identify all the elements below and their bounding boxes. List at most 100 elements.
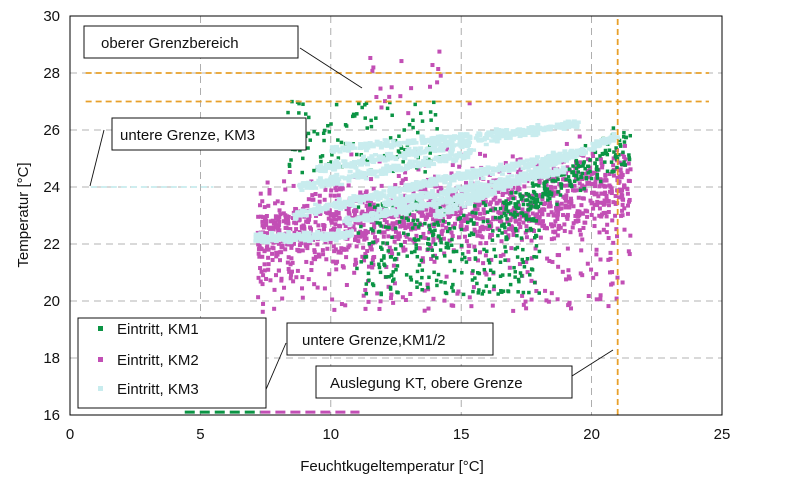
scatter-point-km1 xyxy=(426,157,431,162)
scatter-point-km3 xyxy=(586,147,592,151)
scatter-point-km2 xyxy=(554,191,559,196)
scatter-point-km3 xyxy=(455,200,461,205)
scatter-point-km1 xyxy=(418,235,423,239)
scatter-point-km2 xyxy=(457,164,462,169)
scatter-point-km3 xyxy=(349,217,355,222)
scatter-point-km2 xyxy=(337,249,342,254)
scatter-point-km3 xyxy=(360,216,366,221)
scatter-point-km1 xyxy=(500,231,504,235)
scatter-point-km3 xyxy=(329,182,335,187)
scatter-point-km2 xyxy=(456,213,461,218)
scatter-point-km1 xyxy=(555,202,559,207)
scatter-point-km2 xyxy=(609,189,614,194)
scatter-point-km3 xyxy=(456,151,462,155)
scatter-point-km2 xyxy=(270,218,275,223)
scatter-point-km3 xyxy=(381,212,387,216)
scatter-point-km1 xyxy=(533,280,537,285)
scatter-point-km2 xyxy=(611,173,616,178)
scatter-point-km3 xyxy=(463,153,469,157)
scatter-point-km1 xyxy=(507,222,511,227)
scatter-point-km2 xyxy=(274,216,279,221)
scatter-point-km1 xyxy=(383,225,388,229)
scatter-point-km2 xyxy=(272,306,277,311)
scatter-point-km3 xyxy=(396,140,402,145)
scatter-point-km1 xyxy=(532,254,536,259)
scatter-point-km2 xyxy=(600,165,605,170)
scatter-point-km1 xyxy=(372,205,377,209)
scatter-point-km3 xyxy=(599,140,605,144)
scatter-point-km3 xyxy=(419,193,425,197)
scatter-point-km3 xyxy=(451,203,457,207)
scatter-point-km1 xyxy=(574,166,579,171)
scatter-point-km1 xyxy=(513,202,517,206)
scatter-point-km2 xyxy=(402,222,407,227)
scatter-point-km1 xyxy=(471,232,476,237)
scatter-point-km1 xyxy=(433,113,438,117)
scatter-point-km2 xyxy=(278,258,283,263)
scatter-point-km1 xyxy=(375,221,380,225)
scatter-point-km2 xyxy=(329,228,334,233)
scatter-point-km3 xyxy=(465,185,471,189)
scatter-point-km2 xyxy=(509,246,514,251)
scatter-point-km2 xyxy=(565,188,570,193)
scatter-point-km2 xyxy=(560,269,565,274)
scatter-point-km2 xyxy=(393,229,398,234)
scatter-point-km3 xyxy=(569,124,575,128)
scatter-point-km2 xyxy=(306,277,311,282)
scatter-point-km2 xyxy=(521,220,526,225)
scatter-point-km2 xyxy=(336,210,341,215)
scatter-point-km3 xyxy=(372,211,378,216)
scatter-point-km2 xyxy=(567,302,572,307)
scatter-point-km2 xyxy=(306,220,311,225)
scatter-point-km1 xyxy=(343,123,348,127)
scatter-point-km2 xyxy=(525,179,530,184)
scatter-point-km2 xyxy=(619,171,624,176)
scatter-point-km2 xyxy=(258,214,263,219)
scatter-point-km3 xyxy=(538,166,544,170)
scatter-point-km3 xyxy=(471,192,477,197)
scatter-point-km3 xyxy=(359,144,365,148)
scatter-point-km1 xyxy=(487,290,492,294)
scatter-point-km3 xyxy=(369,211,375,216)
scatter-point-km1 xyxy=(385,106,390,111)
scatter-point-km3 xyxy=(481,190,487,195)
scatter-point-km2 xyxy=(594,247,599,252)
scatter-point-km2 xyxy=(276,268,281,273)
scatter-point-km3 xyxy=(479,138,485,143)
scatter-point-km3 xyxy=(445,176,451,180)
scatter-point-km2 xyxy=(566,268,571,273)
scatter-point-km2 xyxy=(428,208,433,213)
scatter-point-km3 xyxy=(518,171,524,176)
scatter-point-km3 xyxy=(433,192,439,197)
scatter-point-km3 xyxy=(510,167,516,171)
scatter-point-km2 xyxy=(622,183,627,188)
scatter-point-km3 xyxy=(353,166,359,170)
scatter-point-km3 xyxy=(392,166,398,171)
scatter-point-km1 xyxy=(428,110,433,114)
scatter-point-km1 xyxy=(418,222,422,227)
scatter-point-km1 xyxy=(397,220,402,224)
scatter-point-km1 xyxy=(491,229,495,233)
scatter-point-km2 xyxy=(387,94,392,99)
scatter-point-km2 xyxy=(261,301,266,306)
scatter-point-km3 xyxy=(476,173,482,177)
scatter-point-km3 xyxy=(423,138,429,142)
scatter-point-km3 xyxy=(461,132,467,136)
scatter-point-km2 xyxy=(625,191,630,196)
scatter-point-km1 xyxy=(503,258,507,262)
scatter-point-km1 xyxy=(529,228,534,232)
scatter-point-km1 xyxy=(519,197,524,201)
scatter-point-km2 xyxy=(402,239,407,244)
scatter-point-km1 xyxy=(602,151,607,156)
scatter-point-km2 xyxy=(510,228,515,233)
scatter-point-km1 xyxy=(312,168,316,173)
scatter-point-km3 xyxy=(393,213,399,218)
scatter-point-km2 xyxy=(604,214,609,219)
scatter-point-km1 xyxy=(612,150,616,154)
scatter-point-km2 xyxy=(392,239,397,244)
scatter-point-km1 xyxy=(498,206,503,211)
scatter-point-km2 xyxy=(503,229,508,234)
scatter-point-km3 xyxy=(358,174,364,178)
scatter-point-km3 xyxy=(375,141,381,145)
scatter-point-km3 xyxy=(301,237,307,242)
